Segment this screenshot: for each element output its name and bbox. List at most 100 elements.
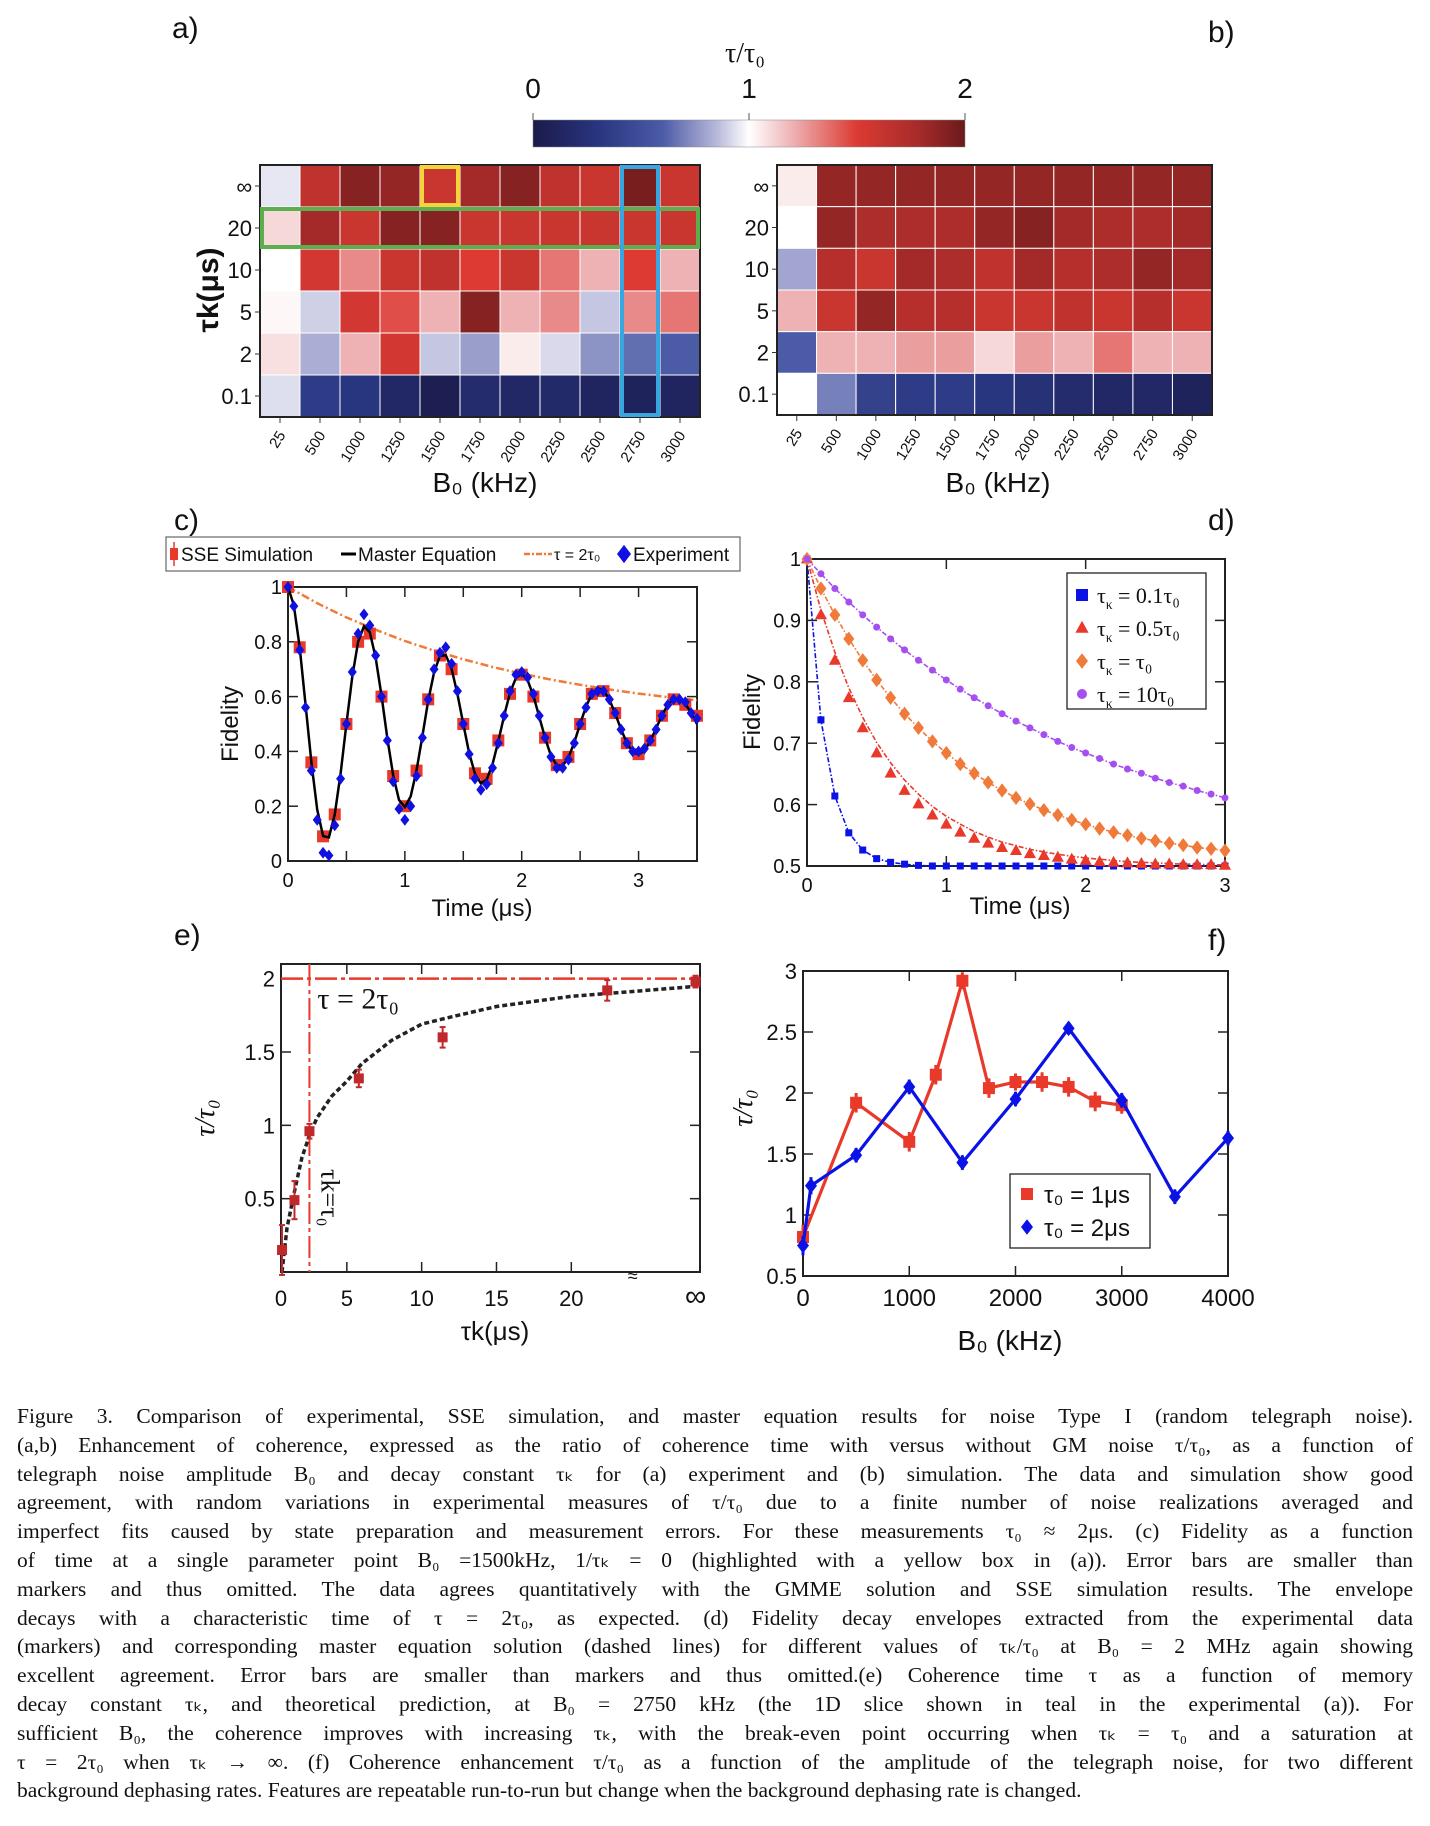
heatmap-b-xtick-label: 25 — [783, 426, 806, 449]
experiment-marker — [1218, 858, 1232, 870]
experiment-marker — [817, 570, 825, 578]
experiment-point — [604, 693, 614, 706]
heatmap-b-xtick-label: 1750 — [972, 426, 1004, 463]
data-point — [804, 1177, 817, 1194]
panel-d-ytick-label: 0.7 — [773, 733, 801, 755]
colorbar-tick-label: 2 — [957, 73, 973, 104]
heatmap-b-cell — [934, 206, 976, 249]
data-point — [850, 1096, 863, 1109]
experiment-marker — [1123, 765, 1131, 773]
heatmap-b-cell — [1053, 372, 1094, 416]
data-point — [982, 1082, 995, 1095]
panel-d-ylabel: Fidelity — [739, 674, 766, 750]
heatmap-b-cell — [776, 372, 818, 416]
experiment-point — [394, 803, 404, 815]
legend-marker — [1021, 1188, 1033, 1200]
heatmap-a-highlight-row — [260, 207, 700, 249]
caption-line: imperfect fits caused by state preparati… — [17, 1519, 1413, 1544]
panel-c-ytick-label: 0.6 — [254, 687, 282, 709]
panel-d-ytick-label: 0.8 — [773, 672, 801, 694]
experiment-point — [365, 619, 375, 632]
experiment-marker — [873, 623, 881, 631]
panel-f-ytick-label: 1.5 — [766, 1142, 797, 1167]
heatmap-b-cell — [1092, 289, 1134, 333]
panel-f-xtick-label: 0 — [796, 1285, 809, 1312]
heatmap-b-xlabel: B₀ (kHz) — [946, 467, 1051, 498]
experiment-marker — [954, 825, 967, 837]
data-point — [1036, 1076, 1049, 1089]
experiment-point — [388, 775, 398, 788]
experiment-marker — [1023, 847, 1036, 859]
panel-e-xtick-label: 10 — [409, 1286, 433, 1311]
heatmap-b-cell — [1053, 206, 1094, 249]
experiment-marker — [1026, 862, 1034, 870]
experiment-marker — [1010, 790, 1022, 805]
experiment-marker — [884, 766, 897, 778]
heatmap-a-xtick-label: 3000 — [657, 428, 689, 465]
panel-e-ylabel: τ/τ₀ — [190, 1099, 221, 1137]
panel-d-ytick-label: 0.5 — [773, 856, 801, 878]
legend-label: τ = 2τ₀ — [554, 547, 600, 564]
caption-line: agreement, with random variations in exp… — [17, 1490, 1413, 1515]
experiment-marker — [1040, 731, 1048, 739]
experiment-point — [569, 737, 579, 750]
panel-label-a: a) — [172, 12, 199, 45]
experiment-marker — [1052, 807, 1064, 823]
experiment-point — [575, 718, 585, 730]
experiment-point — [376, 690, 386, 703]
saturation-label: τ = 2τ₀ — [317, 983, 399, 1016]
heatmap-a-xtick-label: 500 — [302, 428, 330, 458]
experiment-marker — [871, 672, 883, 688]
heatmap-b-cell — [1013, 164, 1055, 208]
heatmap-a-xtick-label: 2250 — [537, 428, 569, 465]
experiment-marker — [1082, 862, 1090, 870]
panel-label-f: f) — [1208, 924, 1226, 957]
heatmap-a-cell — [419, 290, 461, 334]
heatmap-a-cell — [499, 164, 541, 208]
experiment-marker — [887, 858, 895, 866]
experiment-point — [622, 737, 632, 750]
legend-label: τ₀ = 1μs — [1044, 1182, 1130, 1209]
experiment-point — [528, 688, 538, 700]
experiment-marker — [928, 862, 936, 870]
experiment-point — [552, 761, 562, 774]
legend-box — [1009, 1173, 1151, 1249]
panel-e-ytick-label: 0.5 — [244, 1187, 275, 1212]
heatmap-a-cell — [659, 374, 701, 418]
caption-line: of time at a single parameter point B₀ =… — [17, 1547, 1413, 1572]
data-point — [903, 1079, 916, 1095]
heatmap-a-cell — [339, 374, 381, 418]
experiment-marker — [831, 792, 839, 800]
legend-box — [165, 536, 741, 572]
experiment-point — [341, 718, 351, 730]
legend-label: τ₀ = 2μs — [1044, 1215, 1130, 1242]
experiment-point — [628, 745, 638, 758]
heatmap-b-cell — [776, 331, 818, 374]
heatmap-b-xtick-label: 2750 — [1130, 426, 1162, 463]
panel-c-ytick-label: 0 — [271, 851, 282, 873]
heatmap-a-cell — [339, 290, 381, 334]
experiment-marker — [1207, 790, 1215, 798]
experiment-point — [470, 772, 480, 785]
experiment-marker — [1082, 749, 1090, 757]
heatmap-a-cell — [299, 206, 341, 250]
legend-marker — [1076, 589, 1088, 601]
experiment-marker — [828, 653, 841, 665]
experiment-marker — [954, 756, 966, 772]
experiment-point — [558, 761, 568, 774]
data-point — [1062, 1080, 1075, 1093]
heatmap-a-cell — [539, 248, 581, 292]
experiment-marker — [996, 783, 1008, 798]
heatmap-a-cell — [579, 332, 621, 376]
sse-legend-marker — [170, 548, 178, 560]
experiment-point — [645, 734, 655, 747]
heatmap-b-cell — [1053, 247, 1094, 291]
heatmap-a-cell — [459, 374, 501, 418]
heatmap-a-cell — [419, 248, 461, 292]
heatmap-b-cell — [934, 331, 976, 374]
heatmap-b-cell — [776, 164, 818, 208]
envelope-line — [287, 585, 698, 702]
legend-marker — [1021, 1219, 1033, 1235]
